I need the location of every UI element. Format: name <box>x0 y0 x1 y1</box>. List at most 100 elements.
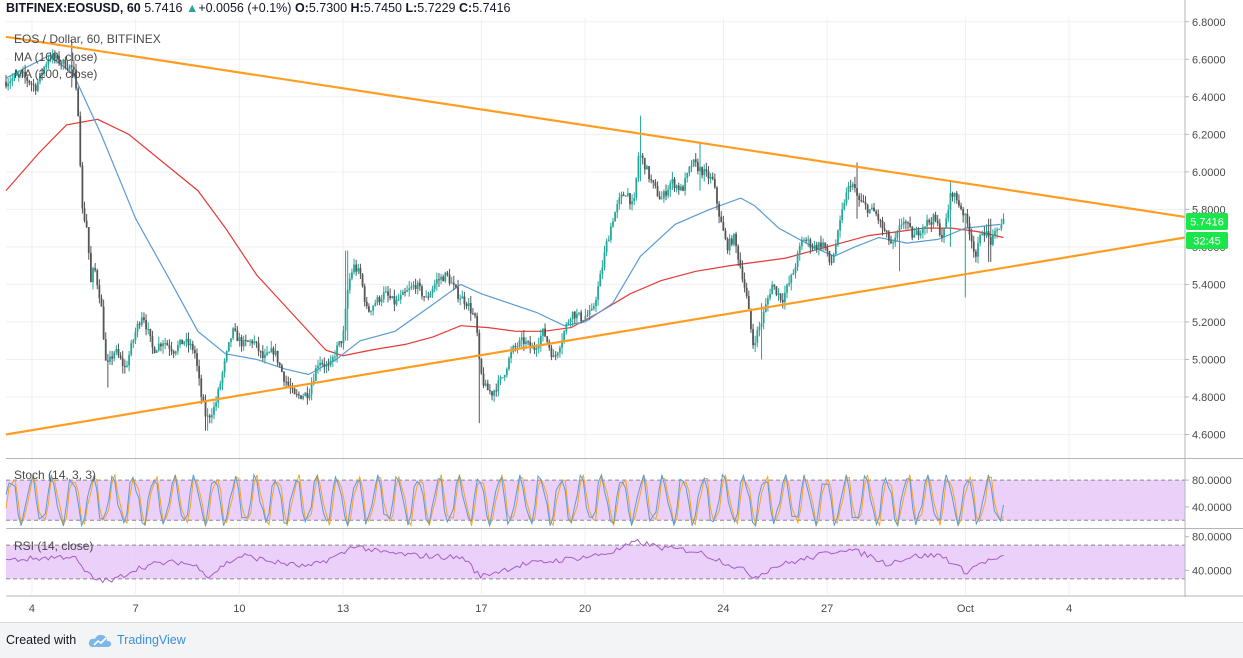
candle-body <box>849 186 852 188</box>
candle-body <box>151 336 154 348</box>
candle-body <box>875 211 878 214</box>
candle-body <box>510 351 513 359</box>
candle-body <box>465 303 468 307</box>
candle-body <box>476 315 479 333</box>
candle-body <box>83 208 86 221</box>
candle-body <box>484 383 487 386</box>
candle-body <box>64 59 67 69</box>
candle-body <box>49 58 52 60</box>
candle-body <box>68 65 71 70</box>
candle-body <box>913 234 916 238</box>
candle-body <box>658 196 661 200</box>
candle-body <box>261 351 264 359</box>
candle-body <box>694 159 697 163</box>
candle-body <box>873 207 875 212</box>
candle-body <box>966 213 969 224</box>
candle-body <box>701 167 704 176</box>
candle-body <box>798 246 801 254</box>
candle-body <box>198 365 201 379</box>
candle-body <box>936 220 939 224</box>
candle-body <box>900 224 903 226</box>
price-tick-label: 5.2000 <box>1192 317 1226 329</box>
candle-body <box>251 340 254 344</box>
candle-body <box>565 324 568 332</box>
candle-body <box>410 286 413 289</box>
candle-body <box>733 233 735 245</box>
rsi-line <box>5 538 1004 584</box>
candle-body <box>868 209 871 213</box>
candle-body <box>85 220 88 228</box>
candle-body <box>811 247 814 249</box>
candle-body <box>70 65 73 67</box>
candle-body <box>520 337 523 341</box>
candle-body <box>5 81 7 87</box>
chart-title[interactable]: EOS / Dollar, 60, BITFINEX <box>14 32 161 46</box>
candle-body <box>1000 223 1003 229</box>
candle-body <box>187 338 190 346</box>
candle-body <box>809 239 812 248</box>
price-tick-label: 4.6000 <box>1192 429 1226 441</box>
candle-body <box>716 187 718 204</box>
candle-body <box>682 186 684 191</box>
candle-body <box>486 383 489 391</box>
candle-body <box>633 197 636 202</box>
candle-body <box>981 233 984 236</box>
candle-body <box>181 339 184 345</box>
candle-body <box>230 338 232 343</box>
candle-body <box>535 348 538 350</box>
candle-body <box>474 313 476 316</box>
candle-body <box>280 365 283 372</box>
time-tick-label: 13 <box>337 603 349 615</box>
candle-body <box>777 293 780 295</box>
candle-body <box>554 355 557 357</box>
candle-body <box>404 291 406 293</box>
candle-body <box>612 221 614 227</box>
candle-body <box>788 283 791 285</box>
candle-body <box>673 178 676 189</box>
candle-body <box>242 339 245 347</box>
candle-body <box>618 197 621 205</box>
candle-body <box>340 341 343 344</box>
candle-body <box>73 66 75 70</box>
time-axis[interactable]: 4 7 10 13 17 20 24 27 Oct 4 <box>29 603 1072 615</box>
candle-body <box>845 192 848 203</box>
candle-body <box>331 357 334 361</box>
candle-body <box>949 193 952 211</box>
candle-body <box>111 356 114 359</box>
candle-body <box>62 59 65 64</box>
candle-body <box>637 156 640 178</box>
candle-body <box>987 231 990 237</box>
moving-averages <box>5 54 1004 376</box>
candle-body <box>771 284 774 295</box>
candle-body <box>907 222 909 224</box>
candle-body <box>172 351 175 354</box>
up-triangle-icon: ▲ <box>185 1 199 15</box>
candle-body <box>234 328 237 331</box>
candle-body <box>856 188 858 196</box>
symbol-name[interactable]: BITFINEX:EOSUSD, 60 <box>6 1 141 15</box>
candle-body <box>41 73 43 75</box>
candle-body <box>750 308 752 330</box>
time-tick-label: 4 <box>29 603 35 615</box>
candle-body <box>302 396 305 399</box>
candle-body <box>516 346 519 348</box>
candle-body <box>514 346 517 348</box>
candle-body <box>841 209 844 221</box>
time-tick-label: 20 <box>579 603 591 615</box>
candle-body <box>240 337 243 347</box>
ma200-legend[interactable]: MA (200, close) <box>14 67 98 81</box>
candle-body <box>319 362 322 366</box>
stoch-legend[interactable]: Stoch (14, 3, 3) <box>14 468 97 482</box>
rsi-band <box>6 545 1185 579</box>
candle-body <box>932 214 935 225</box>
rsi-legend[interactable]: RSI (14, close) <box>14 539 94 553</box>
tradingview-link[interactable]: TradingView <box>117 633 186 647</box>
candle-body <box>374 303 377 306</box>
candle-body <box>938 223 941 236</box>
candle-body <box>26 76 29 81</box>
candle-body <box>989 236 992 245</box>
candle-body <box>53 54 56 59</box>
candle-body <box>452 282 455 285</box>
candle-body <box>573 311 576 319</box>
ma100-legend[interactable]: MA (100, close) <box>14 50 98 64</box>
